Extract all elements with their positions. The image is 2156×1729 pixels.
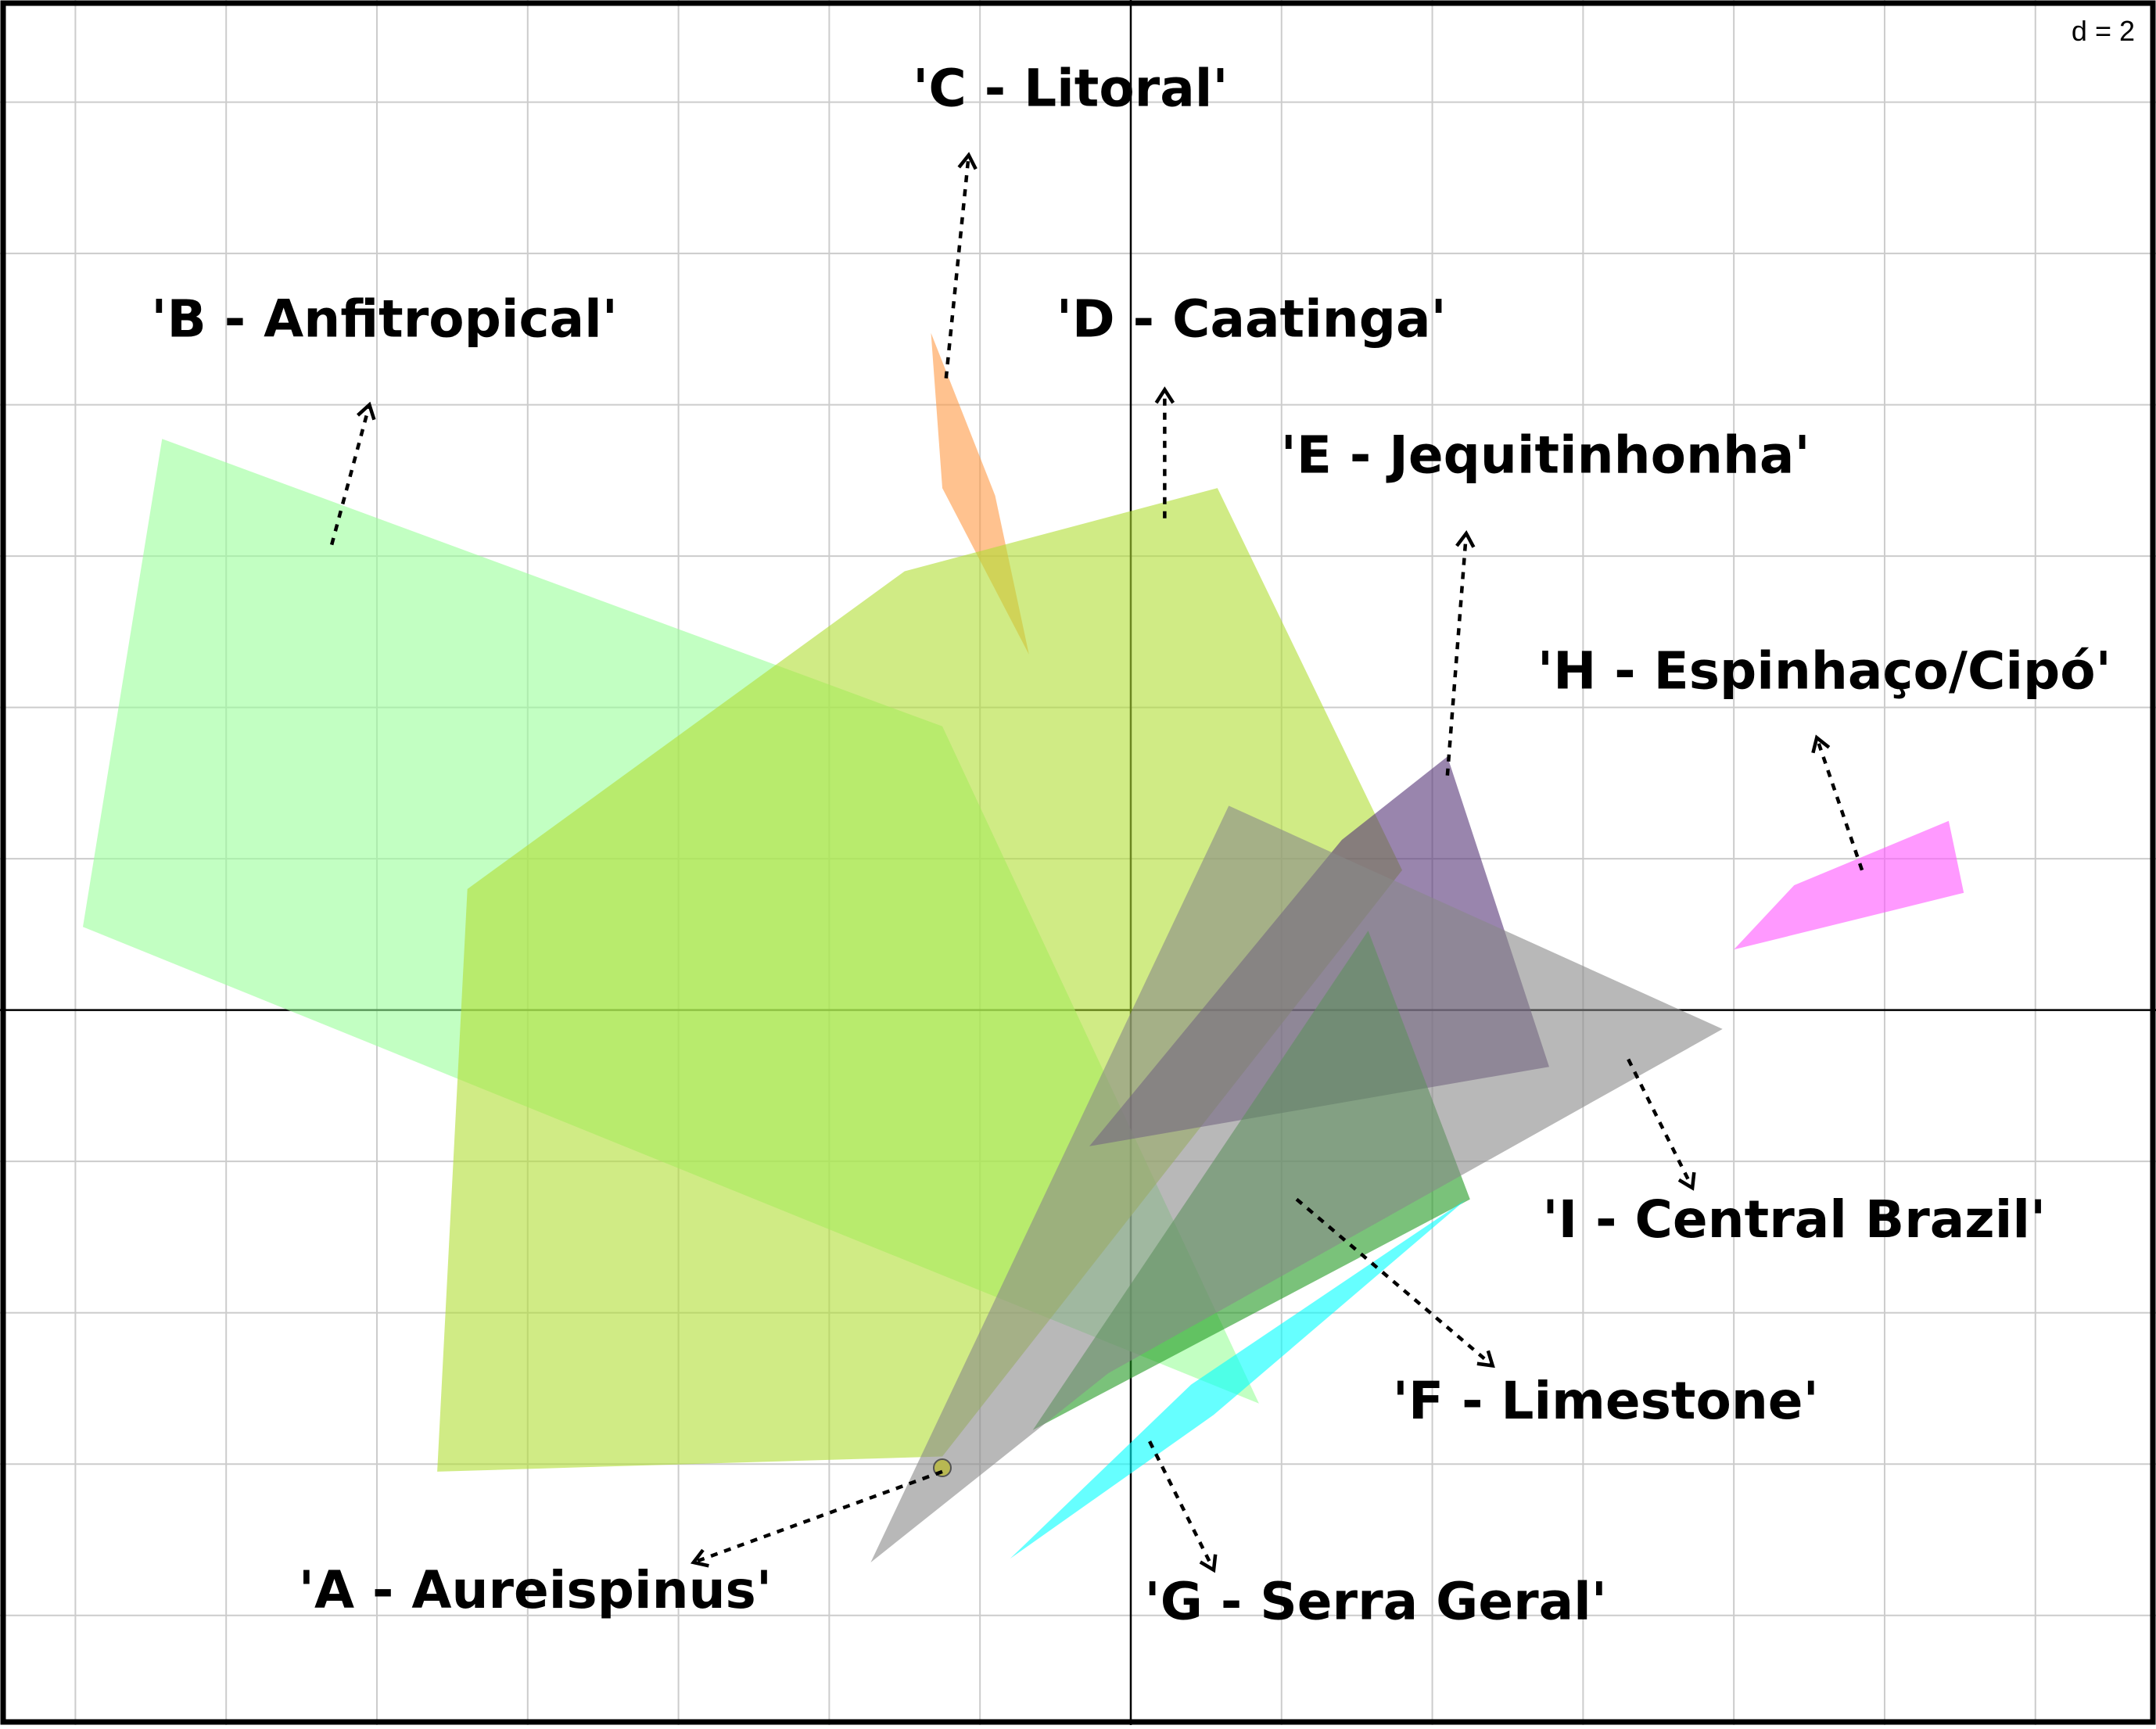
arrow-head-c xyxy=(957,152,978,170)
arrow-shaft-i xyxy=(1627,1058,1695,1189)
label-group-d: 'D - Caatinga' xyxy=(1056,289,1447,350)
arrow-shaft-c xyxy=(944,155,970,378)
arrow-shaft-h xyxy=(1815,737,1864,871)
arrow-group-g xyxy=(1148,1440,1218,1573)
arrow-group-b xyxy=(329,401,376,546)
arrow-head-g xyxy=(1199,1554,1218,1573)
hull-group-i xyxy=(870,805,1723,1562)
arrow-group-d xyxy=(1154,386,1175,518)
label-group-i: 'I - Central Brazil' xyxy=(1542,1189,2046,1250)
hull-group-h xyxy=(1734,820,1964,950)
arrow-head-a xyxy=(690,1548,709,1568)
arrow-group-i xyxy=(1627,1058,1696,1191)
label-group-h: 'H - Espinhaço/Cipó' xyxy=(1537,640,2111,701)
arrow-head-i xyxy=(1677,1171,1696,1191)
arrow-group-e xyxy=(1445,529,1476,776)
arrow-group-h xyxy=(1811,734,1864,871)
arrow-head-b xyxy=(357,401,376,421)
arrow-shaft-b xyxy=(329,404,371,546)
label-group-b: 'B - Anfitropical' xyxy=(151,289,618,350)
arrow-head-d xyxy=(1154,386,1175,404)
label-group-c: 'C - Litoral' xyxy=(913,58,1228,118)
arrow-head-f xyxy=(1476,1350,1495,1368)
arrow-group-c xyxy=(944,152,978,378)
arrow-shaft-g xyxy=(1148,1440,1216,1571)
arrow-head-e xyxy=(1455,529,1476,548)
arrow-shaft-f xyxy=(1295,1197,1494,1368)
hull-group-g xyxy=(1010,1199,1466,1559)
group-hulls xyxy=(83,332,1964,1562)
arrow-head-h xyxy=(1811,734,1831,754)
arrow-group-f xyxy=(1295,1197,1495,1368)
group-labels: 'A - Aureispinus' 'B - Anfitropical' 'C - … xyxy=(151,58,2111,1631)
label-group-e: 'E - Jequitinhonha' xyxy=(1281,425,1810,486)
label-group-a: 'A - Aureispinus' xyxy=(299,1560,772,1620)
label-group-g: 'G - Serra Geral' xyxy=(1145,1572,1608,1632)
arrow-shaft-e xyxy=(1445,533,1469,776)
label-group-f: 'F - Limestone' xyxy=(1393,1371,1819,1431)
arrow-group-a xyxy=(690,1469,943,1568)
hull-group-d xyxy=(437,488,1402,1472)
arrow-shaft-a xyxy=(693,1469,943,1565)
label-arrows xyxy=(329,152,1864,1573)
scale-label: d = 2 xyxy=(2072,15,2135,47)
